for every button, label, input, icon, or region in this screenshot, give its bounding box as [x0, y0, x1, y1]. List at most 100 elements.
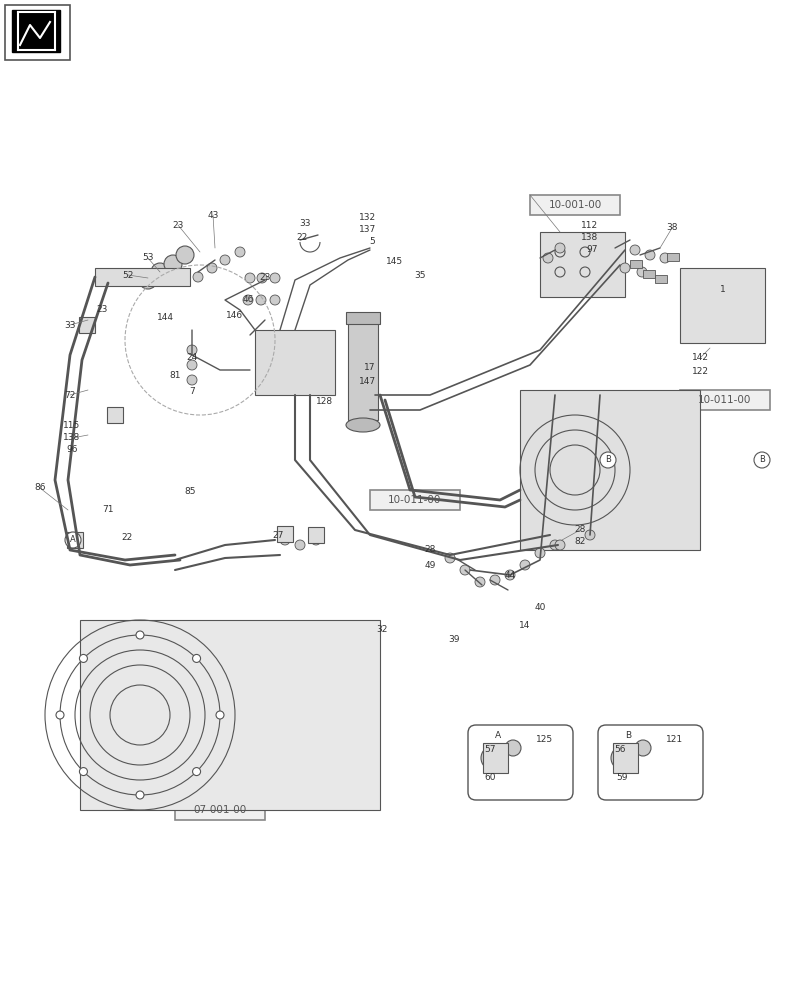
Bar [629, 260, 642, 268]
Circle shape [79, 768, 88, 776]
Text: 71: 71 [102, 506, 114, 514]
Text: 112: 112 [581, 221, 598, 230]
Bar [679, 268, 764, 343]
Text: 22: 22 [296, 233, 307, 242]
Text: 40: 40 [534, 603, 545, 612]
Circle shape [543, 253, 552, 263]
Text: 27: 27 [272, 530, 283, 540]
Text: 28: 28 [573, 526, 585, 534]
Text: 144: 144 [157, 314, 174, 322]
Text: 96: 96 [67, 446, 78, 454]
Text: 32: 32 [375, 626, 387, 635]
Circle shape [504, 570, 514, 580]
Circle shape [634, 740, 650, 756]
Text: 39: 39 [448, 636, 459, 645]
Circle shape [311, 535, 320, 545]
Circle shape [135, 631, 144, 639]
Bar [67, 532, 83, 548]
Circle shape [659, 253, 669, 263]
Bar [255, 330, 335, 395]
Text: 56: 56 [613, 746, 625, 754]
Circle shape [245, 273, 255, 283]
Text: 22: 22 [121, 534, 132, 542]
Text: 85: 85 [184, 488, 195, 496]
Bar [666, 253, 678, 261]
Text: 53: 53 [142, 253, 153, 262]
Text: 125: 125 [536, 736, 553, 744]
Bar [79, 317, 95, 333]
Circle shape [644, 250, 654, 260]
Text: 142: 142 [691, 354, 708, 362]
Text: 10-011-00: 10-011-00 [697, 395, 751, 405]
Circle shape [135, 791, 144, 799]
Text: 115: 115 [63, 420, 80, 430]
Circle shape [636, 267, 646, 277]
Text: 86: 86 [34, 484, 45, 492]
Circle shape [489, 575, 500, 585]
Text: 23: 23 [97, 306, 108, 314]
Bar [307, 527, 324, 543]
Circle shape [242, 295, 253, 305]
Bar [539, 232, 624, 297]
Text: B: B [758, 456, 764, 464]
Text: 60: 60 [483, 773, 496, 782]
Text: 145: 145 [386, 257, 403, 266]
Circle shape [629, 245, 639, 255]
Text: 57: 57 [483, 746, 496, 754]
Bar [530, 195, 620, 215]
Circle shape [176, 246, 194, 264]
Text: 28: 28 [424, 546, 436, 554]
Text: 46: 46 [242, 296, 253, 304]
Circle shape [192, 654, 200, 662]
Text: 72: 72 [64, 390, 75, 399]
Circle shape [151, 263, 169, 281]
Circle shape [187, 375, 197, 385]
Text: 97: 97 [586, 245, 597, 254]
Circle shape [280, 535, 290, 545]
Text: 121: 121 [666, 736, 683, 744]
Text: 128: 128 [316, 397, 333, 406]
Text: 138: 138 [63, 434, 80, 442]
Text: 23: 23 [259, 273, 270, 282]
Text: 17: 17 [364, 363, 375, 372]
Text: A: A [70, 536, 75, 544]
Text: 07-001-00: 07-001-00 [193, 805, 247, 815]
Circle shape [599, 452, 616, 468]
Bar [519, 390, 699, 550]
Text: 81: 81 [169, 370, 181, 379]
Circle shape [480, 746, 504, 770]
Bar [12, 10, 60, 52]
Text: 52: 52 [122, 270, 134, 279]
Circle shape [519, 560, 530, 570]
Bar [612, 743, 637, 773]
Circle shape [753, 452, 769, 468]
Text: 10-011-00: 10-011-00 [388, 495, 441, 505]
Circle shape [193, 272, 203, 282]
Bar [654, 275, 666, 283]
Text: 33: 33 [299, 219, 311, 228]
Bar [348, 320, 378, 420]
Circle shape [187, 360, 197, 370]
Text: 1: 1 [719, 286, 725, 294]
Circle shape [255, 295, 266, 305]
Text: 23: 23 [172, 221, 183, 230]
Circle shape [584, 530, 594, 540]
Text: 82: 82 [573, 538, 585, 546]
Ellipse shape [345, 418, 380, 432]
Circle shape [187, 345, 197, 355]
Bar [370, 490, 460, 510]
Bar [107, 407, 122, 423]
Bar [277, 526, 293, 542]
Bar [5, 5, 70, 60]
Bar [175, 800, 264, 820]
Text: 33: 33 [64, 320, 75, 330]
Text: 122: 122 [691, 367, 708, 376]
Text: 137: 137 [359, 226, 376, 234]
Text: 24: 24 [187, 354, 197, 362]
Text: 49: 49 [424, 560, 436, 570]
Text: 5: 5 [369, 237, 375, 246]
Bar [642, 270, 654, 278]
Text: 14: 14 [519, 620, 530, 630]
Text: 132: 132 [359, 214, 376, 223]
Bar [80, 620, 380, 810]
